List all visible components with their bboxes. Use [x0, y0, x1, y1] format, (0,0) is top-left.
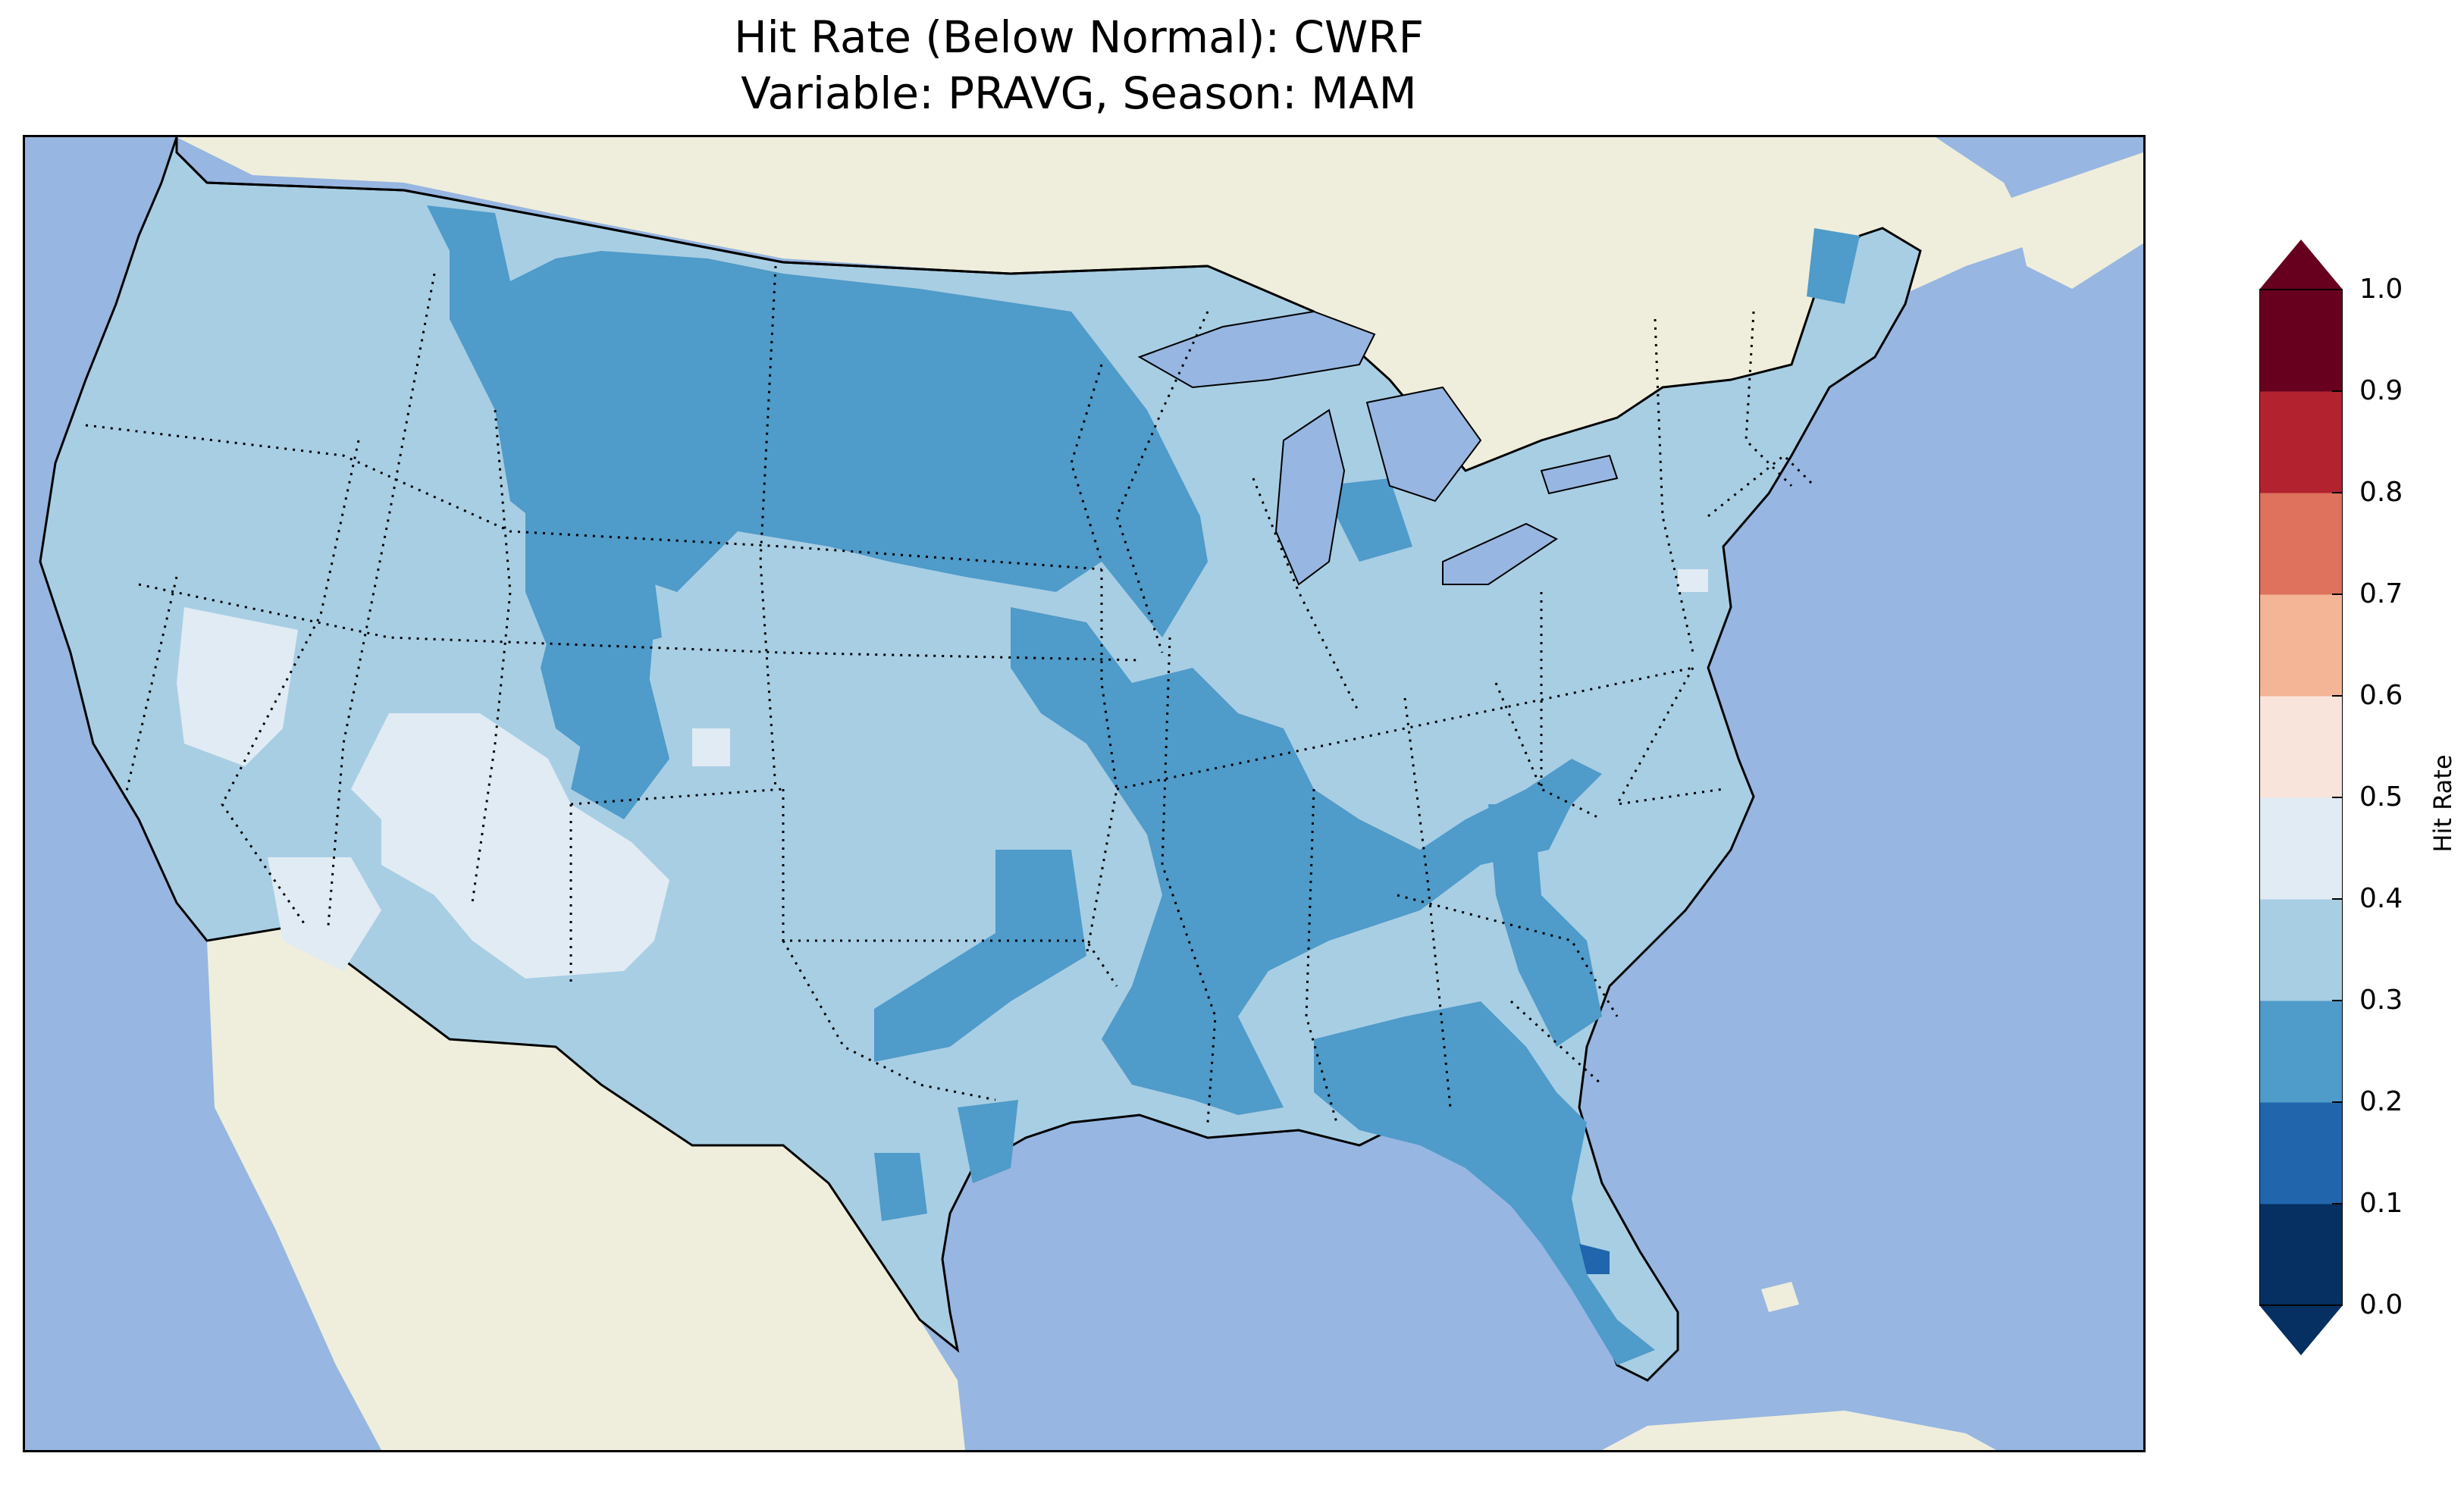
- colorbar-bin: [2259, 594, 2343, 697]
- lake-erie: [1442, 522, 1558, 585]
- colorbar-bin: [2259, 290, 2343, 392]
- zone-nevada: [177, 607, 298, 766]
- colorbar-tick-label: 0.0: [2359, 1289, 2403, 1320]
- colorbar-tick-label: 0.3: [2359, 985, 2403, 1016]
- lake-michigan: [1274, 409, 1346, 586]
- map-subtitle: Variable: PRAVG, Season: MAM: [741, 67, 1417, 119]
- zone-colorado-north: [541, 607, 654, 774]
- us-map: [39, 137, 2143, 1450]
- maritimes-land: [2011, 152, 2143, 289]
- colorbar-extend-bottom: [2259, 1305, 2343, 1355]
- colorbar-tick-label: 0.8: [2359, 477, 2403, 508]
- mexico-land: [207, 926, 965, 1450]
- colorbar-tick-label: 0.4: [2359, 883, 2403, 914]
- zones-0.2-0.3: [427, 205, 1860, 1365]
- zone-texas-oklahoma: [874, 850, 1086, 1062]
- map-title: Hit Rate (Below Normal): CWRF: [734, 11, 1424, 63]
- map-frame: [23, 135, 2146, 1452]
- zone-mississippi-ohio-valley: [1011, 607, 1602, 1047]
- colorbar-ticks: [2332, 289, 2343, 1306]
- zone-southeast: [1314, 1001, 1655, 1365]
- boundary-lines: [85, 265, 1816, 1123]
- lake-huron: [1365, 386, 1482, 503]
- zone-florida-0.1-0.2: [1579, 1244, 1610, 1274]
- state-boundaries: [85, 265, 1816, 1123]
- colorbar-bin: [2259, 797, 2343, 900]
- colorbar-bin: [2259, 1001, 2343, 1103]
- lake-superior: [1137, 310, 1376, 389]
- zone-pennsylvania-spot: [1678, 569, 1708, 592]
- zones-0.4-0.5: [177, 569, 1708, 979]
- land-layer: [177, 137, 2143, 1450]
- zone-west-texas-spots: [874, 1100, 1018, 1221]
- colorbar-bin: [2259, 1204, 2343, 1306]
- zone-colorado-spot: [692, 728, 730, 766]
- international-border: [175, 151, 1208, 275]
- zone-northern-maine: [1807, 228, 1860, 304]
- colorbar-bins: [2259, 290, 2343, 1306]
- colorbar-tick-label: 0.5: [2359, 781, 2403, 813]
- bahamas-land: [1761, 1282, 1799, 1312]
- colorbar-tick-label: 0.9: [2359, 375, 2403, 406]
- colorbar-tick-label: 1.0: [2359, 274, 2403, 305]
- colorbar-bin: [2259, 696, 2343, 798]
- great-lakes: [1137, 310, 1619, 586]
- colorbar-label: Hit Rate: [2428, 754, 2457, 853]
- colorbar-bin: [2259, 391, 2343, 493]
- canada-land: [177, 137, 2034, 471]
- colorbar-bin: [2259, 899, 2343, 1001]
- colorbar-tick-label: 0.7: [2359, 578, 2403, 609]
- zone-michigan: [1321, 478, 1412, 562]
- colorbar-extend-top: [2259, 240, 2343, 290]
- zone-southern-nevada: [268, 857, 381, 971]
- colorbar-tick-label: 0.1: [2359, 1188, 2403, 1219]
- colorbar-tick-label: 0.6: [2359, 680, 2403, 711]
- zone-utah-arizona: [351, 713, 669, 979]
- colorbar-outline: [2259, 289, 2343, 1306]
- colorbar-tick-label: 0.2: [2359, 1086, 2403, 1117]
- cuba-land: [1602, 1411, 1996, 1450]
- zone-arkansas-louisiana: [1102, 895, 1284, 1115]
- colorbar-bin: [2259, 1102, 2343, 1204]
- zone-carolinas: [1488, 804, 1602, 1047]
- colorbar: [2259, 240, 2343, 1355]
- colorbar-bin: [2259, 493, 2343, 595]
- lake-ontario: [1540, 454, 1619, 495]
